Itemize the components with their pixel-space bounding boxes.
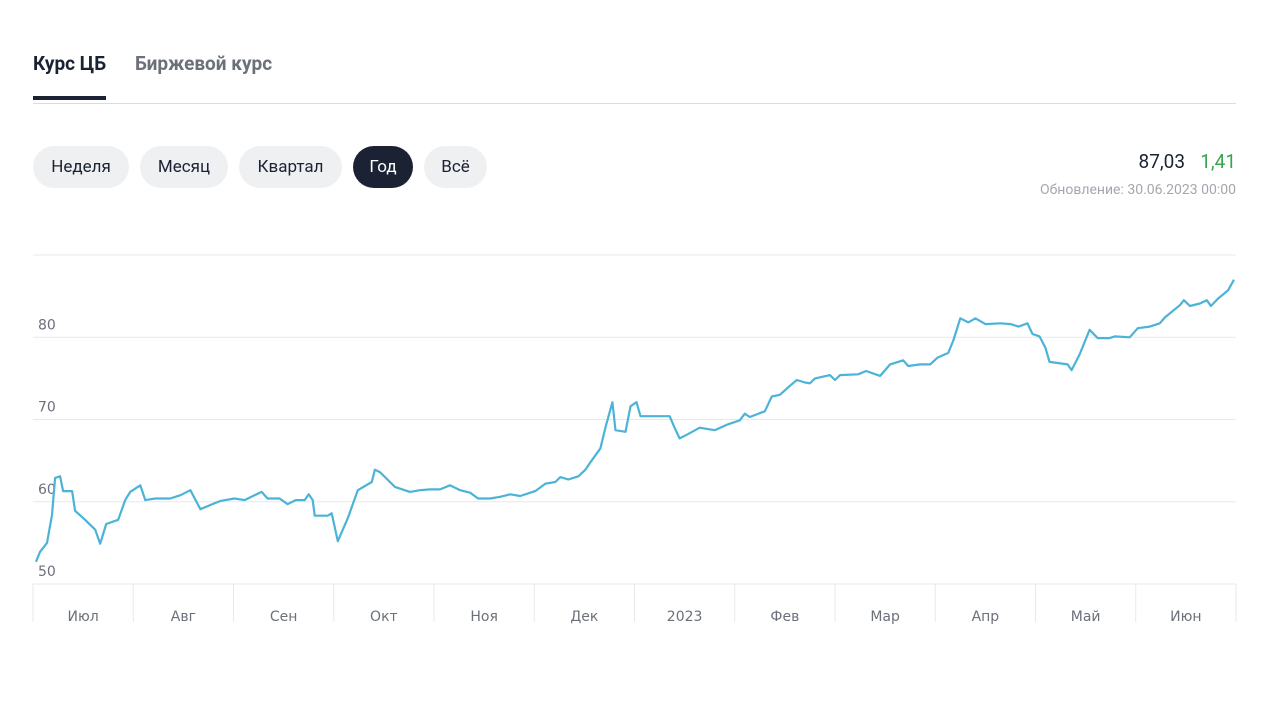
- x-tick-label: Авг: [171, 609, 196, 625]
- period-button[interactable]: Месяц: [140, 146, 228, 188]
- x-tick-label: Сен: [270, 609, 298, 625]
- x-tick-label: Июл: [68, 609, 99, 625]
- y-tick-label: 70: [38, 400, 56, 416]
- tab-bar: Курс ЦБ Биржевой курс: [33, 48, 1236, 104]
- x-tick-label: Мар: [870, 609, 900, 625]
- tab[interactable]: Биржевой курс: [135, 52, 273, 75]
- x-tick-label: 2023: [667, 609, 703, 625]
- x-tick-label: Апр: [972, 609, 1000, 625]
- x-tick-label: Июн: [1170, 609, 1201, 625]
- price-change: 1,41: [1200, 150, 1236, 173]
- period-button[interactable]: Всё: [424, 146, 487, 188]
- period-button[interactable]: Неделя: [33, 146, 129, 188]
- x-tick-label: Окт: [370, 609, 398, 625]
- update-time: Обновление: 30.06.2023 00:00: [1040, 182, 1236, 198]
- tab[interactable]: Курс ЦБ: [33, 52, 107, 100]
- y-tick-label: 50: [38, 564, 56, 580]
- x-tick-label: Фев: [770, 609, 799, 625]
- y-tick-label: 80: [38, 317, 56, 333]
- x-tick-label: Ноя: [470, 609, 498, 625]
- y-tick-label: 60: [38, 482, 56, 498]
- price-line: [34, 279, 1235, 563]
- period-button[interactable]: Квартал: [239, 146, 342, 188]
- price: 87,03: [1138, 150, 1185, 173]
- period-button[interactable]: Год: [353, 146, 413, 188]
- x-tick-label: Дек: [570, 609, 598, 625]
- x-tick-label: Май: [1071, 609, 1101, 625]
